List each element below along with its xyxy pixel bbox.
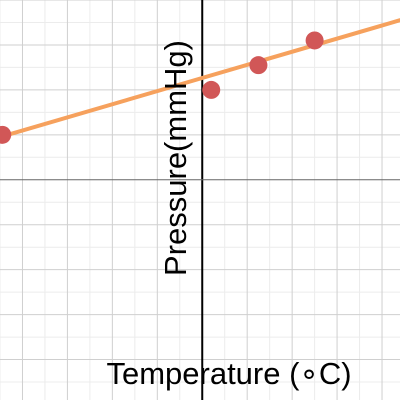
trend-line <box>0 18 400 140</box>
data-point <box>249 56 268 75</box>
data-point <box>305 31 324 50</box>
data-point <box>202 80 221 99</box>
plot-series <box>0 18 400 144</box>
data-point <box>0 125 12 144</box>
x-axis-label: Temperature (∘C) <box>106 356 351 391</box>
y-axis-label: Pressure(mmHg) <box>158 40 193 276</box>
